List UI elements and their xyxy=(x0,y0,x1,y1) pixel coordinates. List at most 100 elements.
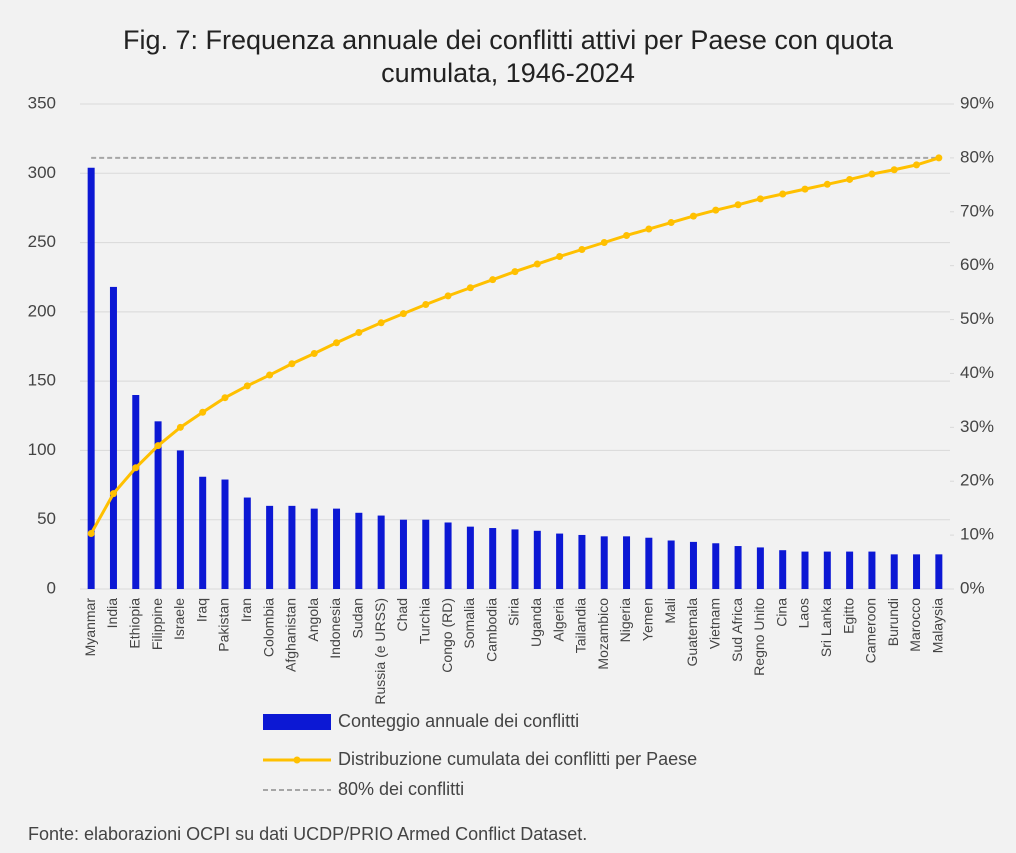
bar xyxy=(266,505,274,589)
bar xyxy=(199,476,207,589)
bar xyxy=(600,536,608,589)
line-marker xyxy=(846,175,854,183)
line-marker xyxy=(266,371,274,379)
x-tick-label: Regno Unito xyxy=(751,598,767,676)
x-tick-label: Vietnam xyxy=(706,598,722,649)
line-marker xyxy=(823,180,831,188)
x-tick-label: Cina xyxy=(773,598,789,627)
x-tick-label: Pakistan xyxy=(216,598,232,652)
line-marker xyxy=(489,276,497,284)
x-tick-label: Cameroon xyxy=(863,598,879,663)
line-marker xyxy=(779,190,787,198)
line-marker xyxy=(756,195,764,203)
y2-tick-label: 0% xyxy=(960,578,985,597)
x-tick-label: India xyxy=(104,598,120,629)
x-tick-label: Iran xyxy=(238,598,254,622)
legend-label: Conteggio annuale dei conflitti xyxy=(338,711,579,731)
y-tick-label: 350 xyxy=(28,93,56,112)
line-marker xyxy=(466,284,474,292)
line-marker xyxy=(734,201,742,209)
line-marker xyxy=(623,231,631,239)
y2-tick-label: 40% xyxy=(960,363,994,382)
x-tick-label: Siria xyxy=(506,598,522,626)
bar xyxy=(846,551,854,589)
y2-tick-label: 80% xyxy=(960,147,994,166)
bar xyxy=(399,519,407,589)
bar xyxy=(913,554,921,589)
line-marker xyxy=(533,260,541,268)
bar xyxy=(333,508,341,589)
x-tick-label: Mozambico xyxy=(595,598,611,670)
source: Fonte: elaborazioni OCPI su dati UCDP/PR… xyxy=(28,824,587,844)
bar xyxy=(310,508,318,589)
bar xyxy=(712,543,720,589)
line-marker xyxy=(444,292,452,300)
bar xyxy=(533,530,541,589)
line-marker xyxy=(868,170,876,178)
line-marker xyxy=(935,154,943,162)
line-marker xyxy=(801,185,809,193)
line-marker xyxy=(288,360,296,368)
bar xyxy=(221,479,229,589)
line xyxy=(89,156,940,535)
x-tick-label: Chad xyxy=(394,598,410,631)
line-marker xyxy=(221,394,229,402)
line-marker xyxy=(310,350,318,358)
line-marker xyxy=(578,246,586,253)
x-tick-label: Filippine xyxy=(149,598,165,650)
y2-tick-label: 70% xyxy=(960,201,994,220)
line-marker xyxy=(132,464,140,472)
x-tick-label: Laos xyxy=(796,598,812,628)
y2-tick-label: 50% xyxy=(960,309,994,328)
bar xyxy=(578,534,586,589)
y-tick-label: 300 xyxy=(28,163,56,182)
y2-tick-label: 60% xyxy=(960,255,994,274)
bar xyxy=(890,554,898,589)
bar xyxy=(511,529,519,589)
bar xyxy=(243,497,251,589)
line-marker xyxy=(243,382,251,390)
x-tick-label: Nigeria xyxy=(617,598,633,643)
line-marker xyxy=(355,328,363,336)
line-marker xyxy=(890,166,898,174)
bar xyxy=(645,537,653,589)
bar xyxy=(132,395,140,589)
bar xyxy=(734,546,742,589)
line-marker xyxy=(689,212,697,220)
x-tick-label: Guatemala xyxy=(684,598,700,667)
x-tick-label: Marocco xyxy=(907,598,923,652)
bar xyxy=(288,505,296,589)
legend-label: 80% dei conflitti xyxy=(338,779,464,799)
y-tick-label: 200 xyxy=(28,301,56,320)
bar xyxy=(801,551,809,589)
x-tick-label: Ethiopia xyxy=(126,598,142,649)
y-tick-label: 50 xyxy=(37,509,56,528)
x-tick-label: Afghanistan xyxy=(283,598,299,672)
y2-tick-label: 10% xyxy=(960,525,994,544)
line-marker xyxy=(712,206,720,214)
line-marker xyxy=(556,253,564,261)
line-marker xyxy=(333,339,341,347)
bar xyxy=(556,533,564,589)
x-tick-label: Uganda xyxy=(528,598,544,647)
line-marker xyxy=(511,268,519,276)
x-tick-label: Algeria xyxy=(550,598,566,642)
line-marker xyxy=(377,319,385,327)
bar xyxy=(109,286,117,589)
line-marker xyxy=(87,529,95,537)
x-tick-label: Colombia xyxy=(260,598,276,657)
bar xyxy=(667,540,675,589)
bar xyxy=(823,551,831,589)
bar xyxy=(466,526,474,589)
bar xyxy=(623,536,631,589)
x-tick-label: Russia (e URSS) xyxy=(372,598,388,705)
line-marker xyxy=(600,238,608,246)
x-tick-label: Mali xyxy=(662,598,678,624)
line-marker xyxy=(645,225,653,233)
line-marker xyxy=(109,490,117,498)
x-tick-label: Yemen xyxy=(640,598,656,641)
x-tick-label: Sudan xyxy=(350,598,366,638)
bar xyxy=(355,512,363,589)
y2-tick-label: 20% xyxy=(960,471,994,490)
